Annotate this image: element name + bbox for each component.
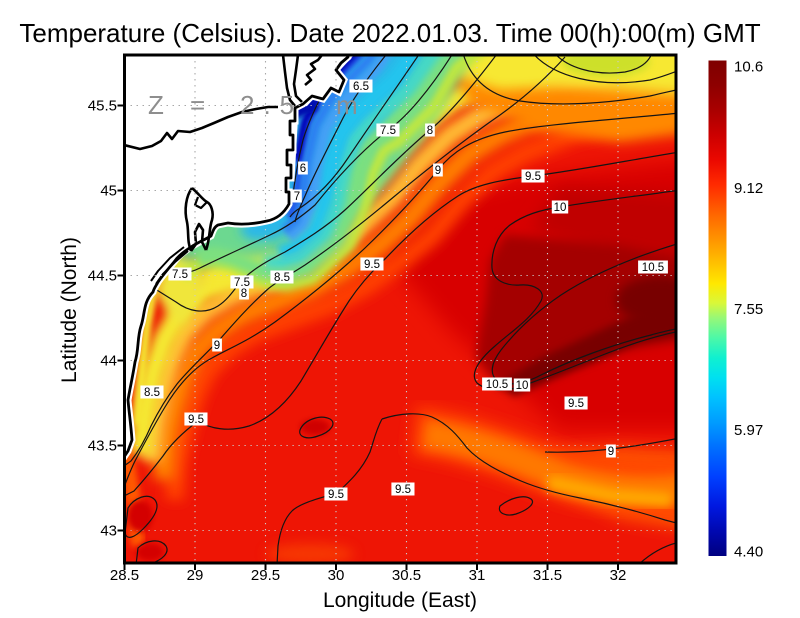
svg-text:m: m: [336, 90, 358, 120]
svg-text:7: 7: [294, 191, 300, 203]
svg-text:44: 44: [100, 353, 117, 370]
svg-text:4.40: 4.40: [734, 544, 763, 561]
svg-text:8: 8: [241, 288, 247, 300]
svg-text:5.97: 5.97: [734, 422, 763, 439]
svg-text:9.5: 9.5: [188, 414, 204, 426]
svg-text:29: 29: [187, 567, 204, 584]
svg-text:6.5: 6.5: [353, 81, 369, 93]
svg-text:Longitude (East): Longitude (East): [323, 589, 477, 612]
svg-text:43: 43: [100, 523, 117, 540]
svg-text:9.5: 9.5: [568, 398, 584, 410]
svg-text:43.5: 43.5: [88, 438, 117, 455]
svg-text:9: 9: [608, 446, 614, 458]
svg-text:31.5: 31.5: [533, 567, 562, 584]
svg-text:10: 10: [516, 380, 529, 392]
svg-text:45: 45: [100, 183, 117, 200]
svg-text:10.5: 10.5: [486, 379, 508, 391]
svg-text:=: =: [190, 90, 205, 120]
svg-text:29.5: 29.5: [251, 567, 280, 584]
svg-text:28.5: 28.5: [110, 567, 139, 584]
svg-text:9.5: 9.5: [364, 259, 380, 271]
svg-text:45.5: 45.5: [88, 98, 117, 115]
svg-text:7.5: 7.5: [380, 125, 396, 137]
svg-text:Z: Z: [148, 90, 164, 120]
svg-text:7.5: 7.5: [172, 269, 188, 281]
svg-text:7.55: 7.55: [734, 301, 763, 318]
svg-text:Latitude (North): Latitude (North): [58, 237, 81, 383]
svg-text:30.5: 30.5: [392, 567, 421, 584]
svg-text:9.12: 9.12: [734, 180, 763, 197]
svg-text:10.6: 10.6: [734, 59, 763, 76]
svg-text:32: 32: [610, 567, 627, 584]
svg-text:8.5: 8.5: [274, 272, 290, 284]
svg-text:9.5: 9.5: [525, 171, 541, 183]
svg-text:9.5: 9.5: [328, 489, 344, 501]
svg-text:Temperature (Celsius). Date 20: Temperature (Celsius). Date 2022.01.03. …: [19, 18, 760, 48]
svg-text:9.5: 9.5: [395, 484, 411, 496]
svg-text:8: 8: [427, 125, 433, 137]
svg-text:30: 30: [328, 567, 345, 584]
svg-text:8.5: 8.5: [144, 387, 160, 399]
svg-text:10.5: 10.5: [642, 262, 664, 274]
svg-text:10: 10: [554, 202, 567, 214]
svg-text:9: 9: [214, 340, 220, 352]
svg-text:2.5: 2.5: [240, 90, 303, 120]
svg-text:7.5: 7.5: [234, 277, 250, 289]
svg-text:6: 6: [300, 163, 306, 175]
svg-text:9: 9: [435, 165, 441, 177]
svg-text:31: 31: [469, 567, 486, 584]
svg-text:44.5: 44.5: [88, 268, 117, 285]
